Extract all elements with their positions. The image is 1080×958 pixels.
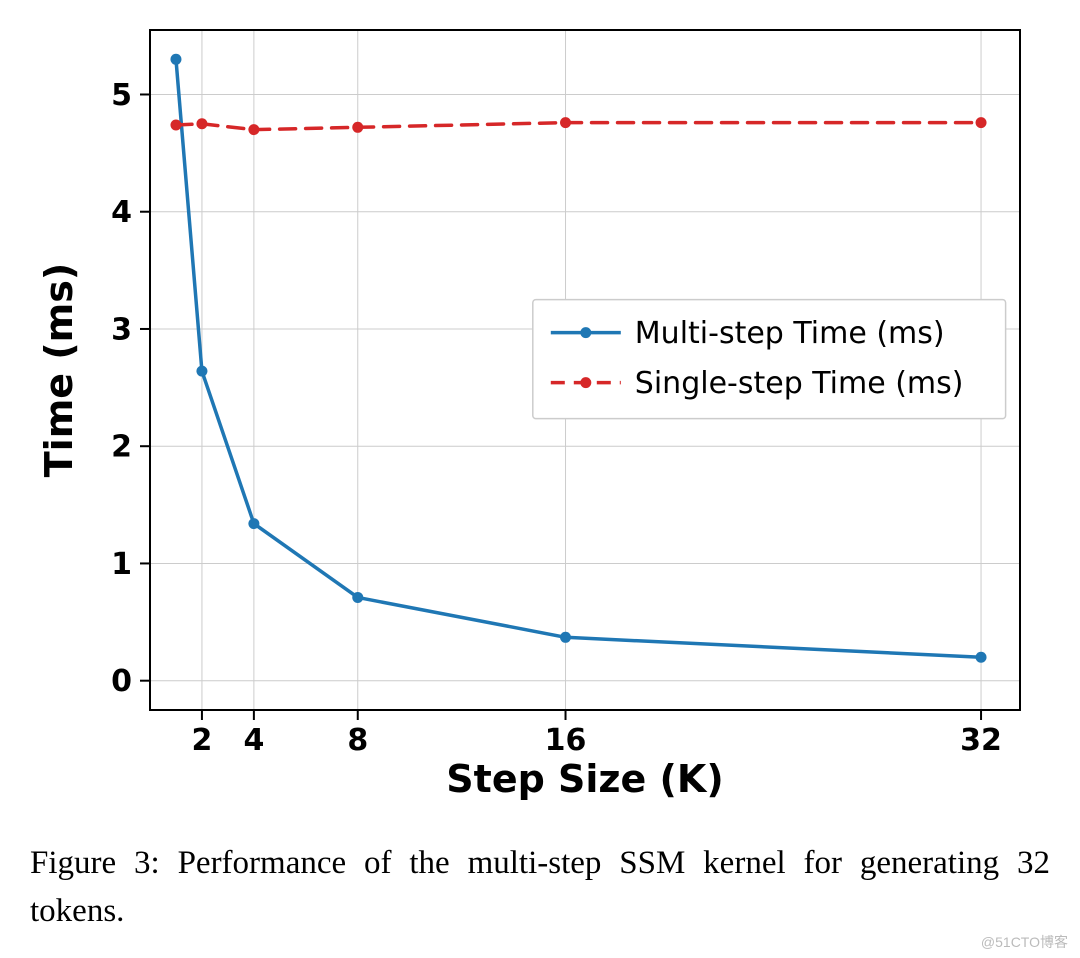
y-axis-label: Time (ms) — [40, 263, 81, 478]
legend-label: Single-step Time (ms) — [635, 366, 964, 401]
figure-caption: Figure 3: Performance of the multi-step … — [30, 840, 1050, 936]
series-marker — [170, 54, 181, 65]
series-marker — [196, 118, 207, 129]
performance-chart: 2481632012345Step Size (K)Time (ms)Multi… — [40, 10, 1040, 810]
y-tick-label: 3 — [111, 312, 132, 347]
series-marker — [976, 652, 987, 663]
x-tick-label: 16 — [545, 723, 587, 758]
series-marker — [352, 122, 363, 133]
x-tick-label: 4 — [243, 723, 264, 758]
x-axis-label: Step Size (K) — [446, 757, 723, 801]
y-tick-label: 2 — [111, 430, 132, 465]
series-marker — [560, 632, 571, 643]
series-marker — [560, 117, 571, 128]
x-tick-label: 32 — [960, 723, 1002, 758]
x-tick-label: 2 — [192, 723, 213, 758]
series-marker — [248, 124, 259, 135]
series-marker — [170, 119, 181, 130]
series-marker — [976, 117, 987, 128]
series-marker — [196, 366, 207, 377]
x-tick-label: 8 — [347, 723, 368, 758]
y-tick-label: 5 — [111, 78, 132, 113]
legend: Multi-step Time (ms) Single-step Time (ms… — [533, 300, 1006, 419]
y-tick-label: 4 — [111, 195, 132, 230]
y-tick-label: 0 — [111, 664, 132, 699]
y-tick-label: 1 — [111, 547, 132, 582]
legend-label: Multi-step Time (ms) — [635, 316, 945, 351]
series-marker — [248, 518, 259, 529]
watermark: @51CTO博客 — [981, 932, 1068, 952]
series-marker — [352, 592, 363, 603]
